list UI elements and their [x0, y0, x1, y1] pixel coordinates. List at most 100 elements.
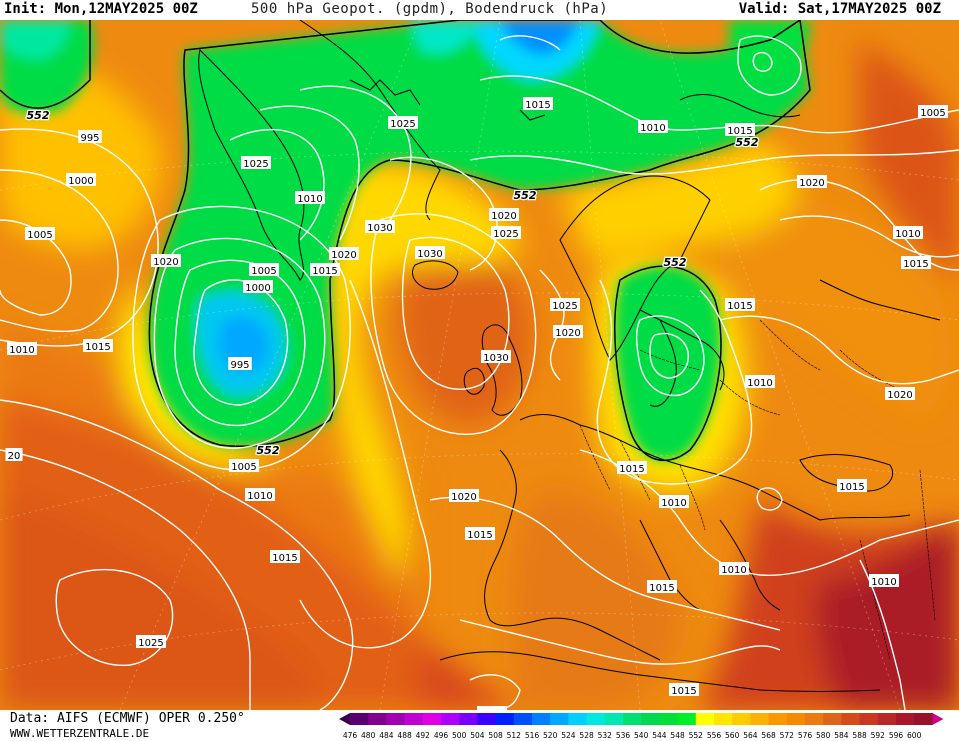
isobar-label: 1005	[918, 105, 948, 119]
legend-tick-labels: 476 480 484 488 492 496 500 504 508 512 516 520 524 5…	[343, 731, 922, 740]
isobar-label: 1000	[243, 280, 273, 294]
svg-text:1015: 1015	[671, 686, 696, 697]
legend-tick-label: 576	[798, 731, 813, 740]
svg-text:1020: 1020	[153, 257, 178, 268]
svg-text:1005: 1005	[251, 266, 276, 277]
isobar-label: 1030	[481, 350, 511, 364]
isobar-label: 1010	[638, 120, 668, 134]
svg-text:1005: 1005	[231, 462, 256, 473]
svg-text:1025: 1025	[552, 301, 577, 312]
svg-text:1030: 1030	[483, 353, 508, 364]
legend-swatch	[422, 713, 442, 725]
svg-text:1010: 1010	[9, 345, 34, 356]
legend-tick-label: 548	[670, 731, 685, 740]
svg-text:1020: 1020	[491, 211, 516, 222]
legend-right-arrow	[932, 713, 944, 725]
svg-text:1005: 1005	[27, 230, 52, 241]
legend-swatch	[695, 713, 715, 725]
isobar-label: 1015	[617, 461, 647, 475]
color-legend: 476 480 484 488 492 496 500 504 508 512 516 520 524 5…	[339, 713, 944, 740]
legend-tick-label: 532	[598, 731, 613, 740]
isobar-label: 1020	[449, 489, 479, 503]
legend-tick-label: 584	[834, 731, 849, 740]
isobar-label: 1020	[329, 247, 359, 261]
svg-text:1000: 1000	[245, 283, 270, 294]
legend-tick-label: 544	[652, 731, 667, 740]
legend-swatch	[623, 713, 642, 725]
legend-tick-label: 500	[452, 731, 467, 740]
legend-swatch	[386, 713, 406, 725]
svg-text:1015: 1015	[272, 553, 297, 564]
legend-tick-label: 512	[507, 731, 522, 740]
svg-text:1020: 1020	[799, 178, 824, 189]
isobar-label: 1020	[151, 254, 181, 268]
isobar-label: 1020	[553, 325, 583, 339]
legend-tick-label: 524	[561, 731, 576, 740]
legend-tick-label: 520	[543, 731, 558, 740]
chart-title: 500 hPa Geopot. (gpdm), Bodendruck (hPa)	[251, 1, 609, 17]
svg-text:1025: 1025	[243, 159, 268, 170]
geopotential-label: 552	[736, 136, 759, 149]
svg-text:1005: 1005	[920, 108, 945, 119]
legend-tick-label: 504	[470, 731, 485, 740]
legend-tick-label: 496	[434, 731, 449, 740]
svg-text:1010: 1010	[297, 194, 322, 205]
svg-text:1025: 1025	[493, 229, 518, 240]
legend-tick-label: 600	[907, 731, 922, 740]
legend-swatch	[659, 713, 679, 725]
svg-text:1030: 1030	[367, 223, 392, 234]
isobars	[0, 35, 959, 710]
legend-swatch	[859, 713, 879, 725]
legend-swatch	[404, 713, 424, 725]
weather-map: 995 1000 1005 1020 1010 1015 1025 1010 1030 1020 1…	[0, 20, 959, 710]
legend-tick-label: 516	[525, 731, 540, 740]
isobar-label: 1010	[893, 226, 923, 240]
geopotential-field	[0, 20, 959, 710]
chart-header: Init: Mon,12MAY2025 00Z 500 hPa Geopot. …	[0, 0, 959, 20]
svg-text:1020: 1020	[331, 250, 356, 261]
chart-footer: Data: AIFS (ECMWF) OPER 0.250° WWW.WETTE…	[0, 710, 959, 741]
legend-tick-label: 588	[852, 731, 867, 740]
legend-swatch	[568, 713, 588, 725]
svg-text:1020: 1020	[555, 328, 580, 339]
isobar-label: 1015	[310, 263, 340, 277]
legend-swatch	[786, 713, 806, 725]
svg-text:1020: 1020	[451, 492, 476, 503]
data-source: Data: AIFS (ECMWF) OPER 0.250°	[10, 711, 245, 726]
svg-text:1025: 1025	[390, 119, 415, 130]
legend-tick-label: 540	[634, 731, 649, 740]
legend-swatch	[586, 713, 606, 725]
legend-left-arrow	[339, 713, 350, 725]
svg-text:20: 20	[8, 451, 21, 462]
svg-text:1020: 1020	[887, 390, 912, 401]
legend-swatch	[441, 713, 460, 725]
svg-text:1015: 1015	[903, 259, 928, 270]
svg-text:995: 995	[230, 360, 249, 371]
isobar-label: 995	[78, 130, 102, 144]
isobar-label: 1015	[669, 683, 699, 697]
map-svg: 995 1000 1005 1020 1010 1015 1025 1010 1030 1020 1…	[0, 20, 959, 710]
legend-swatch	[641, 713, 660, 725]
isobar-label: 1020	[797, 175, 827, 189]
legend-tick-label: 596	[889, 731, 904, 740]
legend-swatch	[841, 713, 861, 725]
isobar-label: 1010	[295, 191, 325, 205]
init-time: Init: Mon,12MAY2025 00Z	[4, 1, 198, 17]
isobar-label: 1025	[388, 116, 418, 130]
isobar-label: 1015	[837, 479, 867, 493]
isobar-label: 1015	[270, 550, 300, 564]
legend-swatch	[896, 713, 915, 725]
isobar-label: 1015	[725, 298, 755, 312]
svg-text:1010: 1010	[661, 498, 686, 509]
isobar-label: 20	[5, 448, 23, 462]
legend-swatch	[677, 713, 697, 725]
isobar-label: 1025	[491, 226, 521, 240]
coastlines	[198, 20, 941, 692]
isobar-label: 1020	[885, 387, 915, 401]
isobar-label: 1030	[365, 220, 395, 234]
geopotential-label: 552	[257, 444, 280, 457]
website-url: WWW.WETTERZENTRALE.DE	[10, 727, 150, 740]
legend-swatch	[550, 713, 569, 725]
svg-text:1015: 1015	[727, 301, 752, 312]
